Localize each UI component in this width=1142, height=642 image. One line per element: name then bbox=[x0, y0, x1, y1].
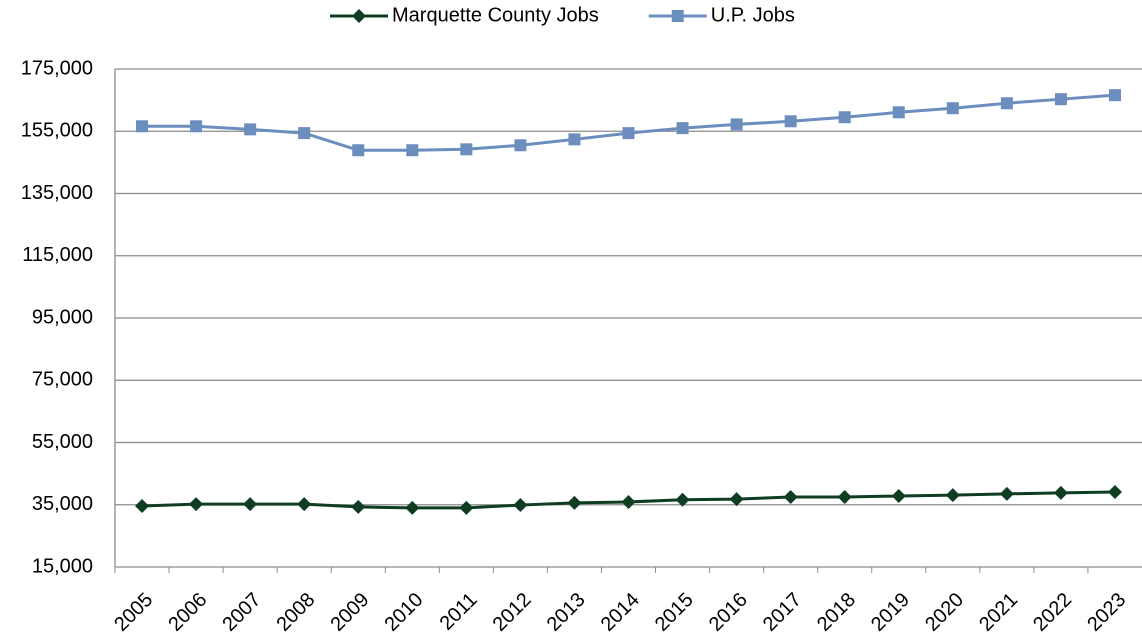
marker bbox=[1000, 97, 1013, 110]
x-tick-label: 2013 bbox=[543, 589, 590, 636]
marker bbox=[568, 133, 581, 146]
marker bbox=[999, 486, 1014, 501]
y-tick-label: 15,000 bbox=[32, 555, 93, 577]
marker bbox=[244, 123, 257, 136]
legend-item: Marquette County Jobs bbox=[330, 4, 599, 26]
marker bbox=[406, 144, 419, 157]
marker bbox=[514, 139, 527, 152]
marker bbox=[946, 102, 959, 115]
x-tick-label: 2005 bbox=[110, 589, 157, 636]
x-tick-label: 2022 bbox=[1029, 589, 1076, 636]
x-tick-label: 2017 bbox=[759, 589, 806, 636]
series bbox=[135, 484, 1122, 515]
marker bbox=[730, 118, 743, 131]
marker bbox=[1053, 485, 1068, 500]
marker bbox=[352, 144, 365, 157]
x-tick-label: 2015 bbox=[651, 589, 698, 636]
marker bbox=[135, 498, 150, 513]
marker bbox=[1108, 89, 1121, 102]
marker bbox=[460, 143, 473, 156]
y-tick-label: 55,000 bbox=[32, 431, 93, 453]
marker bbox=[513, 498, 528, 513]
x-tick-label: 2020 bbox=[921, 589, 968, 636]
legend-item: U.P. Jobs bbox=[648, 4, 795, 26]
x-tick-label: 2014 bbox=[597, 589, 644, 636]
series-line bbox=[142, 93, 1116, 152]
marker bbox=[1054, 93, 1067, 106]
y-tick-label: 115,000 bbox=[22, 244, 93, 266]
marker bbox=[190, 120, 203, 133]
legend-label: Marquette County Jobs bbox=[392, 4, 599, 26]
marker bbox=[567, 495, 582, 510]
x-tick-label: 2010 bbox=[381, 589, 428, 636]
marker bbox=[671, 10, 684, 22]
marker bbox=[298, 127, 311, 140]
marker bbox=[945, 488, 960, 503]
marker bbox=[891, 489, 906, 504]
x-tick-label: 2007 bbox=[218, 589, 265, 636]
marker bbox=[783, 489, 798, 504]
x-tick-label: 2018 bbox=[813, 589, 860, 636]
marker bbox=[621, 494, 636, 509]
marker bbox=[622, 127, 635, 140]
marker bbox=[136, 120, 149, 133]
legend-label: U.P. Jobs bbox=[711, 4, 795, 26]
x-tick-label: 2009 bbox=[326, 589, 373, 636]
marker bbox=[189, 497, 204, 512]
marker bbox=[405, 500, 420, 515]
marker bbox=[352, 9, 366, 23]
marker bbox=[675, 492, 690, 507]
y-tick-label: 35,000 bbox=[32, 493, 93, 515]
marker bbox=[676, 122, 689, 135]
marker bbox=[729, 492, 744, 507]
x-tick-label: 2021 bbox=[975, 589, 1022, 636]
x-tick-label: 2011 bbox=[436, 589, 482, 635]
marker bbox=[838, 111, 851, 124]
y-tick-label: 95,000 bbox=[32, 306, 93, 328]
marker bbox=[297, 497, 312, 512]
x-tick-label: 2019 bbox=[867, 589, 914, 636]
marker bbox=[351, 499, 366, 514]
y-tick-label: 175,000 bbox=[21, 57, 93, 79]
marker bbox=[1107, 484, 1122, 499]
marker bbox=[243, 497, 258, 512]
marker bbox=[837, 489, 852, 504]
x-tick-label: 2012 bbox=[489, 589, 536, 636]
marker bbox=[459, 500, 474, 515]
y-tick-label: 135,000 bbox=[21, 182, 93, 204]
marker bbox=[892, 106, 905, 119]
x-tick-label: 2023 bbox=[1083, 589, 1130, 636]
x-tick-label: 2006 bbox=[164, 589, 211, 636]
y-tick-label: 155,000 bbox=[21, 120, 93, 142]
marker bbox=[784, 115, 797, 128]
series bbox=[136, 89, 1121, 157]
x-tick-label: 2008 bbox=[272, 589, 319, 636]
y-tick-label: 75,000 bbox=[32, 369, 93, 391]
x-tick-label: 2016 bbox=[705, 589, 752, 636]
